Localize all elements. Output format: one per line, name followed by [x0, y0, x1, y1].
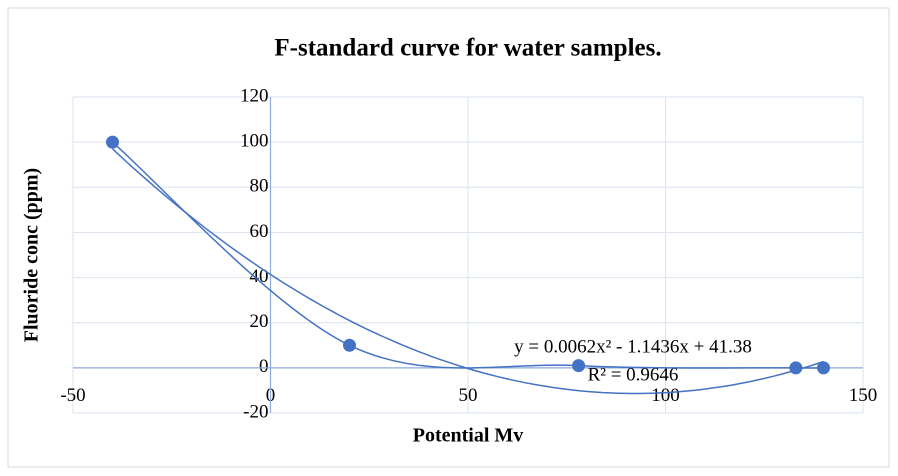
y-tick-label: 20	[250, 311, 269, 332]
point	[343, 338, 356, 352]
x-tick-label: 150	[849, 385, 878, 406]
y-axis-label: Fluoride conc (ppm)	[21, 168, 43, 342]
y-tick-label: -20	[243, 401, 268, 422]
point	[106, 135, 119, 149]
y-tick-label: 80	[250, 176, 269, 197]
x-tick-label: 100	[651, 385, 680, 406]
y-tick-label: 60	[250, 221, 269, 242]
y-tick-label: 120	[240, 85, 269, 106]
x-tick-label: -50	[60, 385, 85, 406]
y-tick-label: 100	[240, 131, 269, 152]
x-axis-label: Potential Mv	[413, 425, 524, 447]
point	[572, 359, 586, 373]
chart-border	[7, 7, 890, 468]
x-tick-label: 50	[459, 385, 478, 406]
y-tick-label: 0	[259, 356, 269, 377]
trendline-r2: R² = 0.9646	[588, 364, 679, 385]
point	[789, 361, 803, 375]
trendline-equation: y = 0.0062x² - 1.1436x + 41.38	[514, 336, 752, 357]
point	[817, 361, 830, 375]
y-tick-label: 40	[250, 266, 269, 287]
chart-title: F-standard curve for water samples.	[274, 35, 661, 62]
